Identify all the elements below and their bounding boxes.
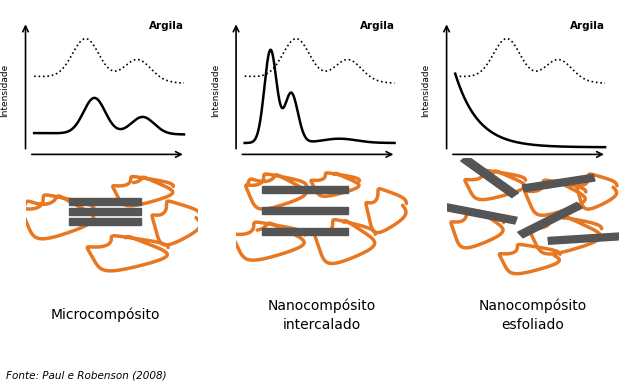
Bar [445, 204, 517, 224]
Bar [548, 233, 621, 244]
Text: Nanocompósito
intercalado: Nanocompósito intercalado [268, 299, 376, 332]
Bar [517, 202, 582, 238]
Bar [262, 186, 348, 193]
Bar [68, 198, 141, 205]
Text: Intensidade: Intensidade [1, 64, 10, 117]
Text: Microcompósito: Microcompósito [50, 308, 160, 322]
Bar [68, 208, 141, 215]
Bar [523, 174, 595, 192]
Text: Argila: Argila [149, 21, 184, 31]
Bar [262, 207, 348, 214]
Bar [68, 218, 141, 225]
Text: Intensidade: Intensidade [422, 64, 431, 117]
Text: 2θ: 2θ [105, 164, 118, 174]
Bar [262, 228, 348, 235]
Text: Fonte: Paul e Robenson (2008): Fonte: Paul e Robenson (2008) [6, 371, 167, 381]
Text: Nanocompósito
esfoliado: Nanocompósito esfoliado [478, 299, 587, 332]
Text: 2θ: 2θ [526, 164, 539, 174]
Text: Argila: Argila [570, 21, 605, 31]
Text: Argila: Argila [360, 21, 395, 31]
Text: 2θ: 2θ [316, 164, 329, 174]
Text: Intensidade: Intensidade [211, 64, 220, 117]
Bar [461, 156, 519, 198]
